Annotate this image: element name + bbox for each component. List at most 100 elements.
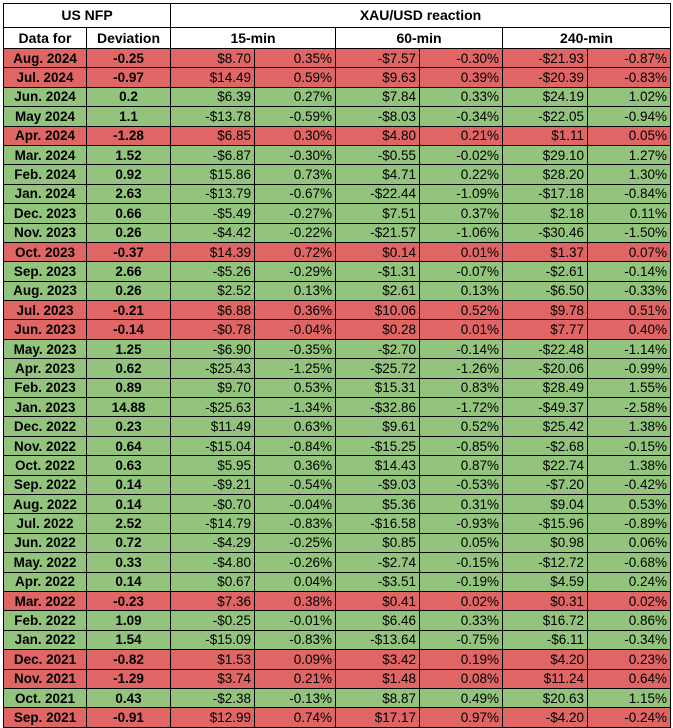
table-row: May. 2022 0.33 -$4.80 -0.26% -$2.74 -0.15% -$1… xyxy=(3,552,672,573)
min240-pct-cell: -0.83% xyxy=(586,67,672,88)
min60-pct-cell: 0.19% xyxy=(419,649,503,670)
min240-usd-cell: -$6.50 xyxy=(502,280,588,302)
min15-pct-cell: 0.27% xyxy=(254,86,336,108)
min240-pct-cell: 0.53% xyxy=(586,493,672,515)
deviation-cell: 0.14 xyxy=(86,571,171,592)
deviation-cell: 0.26 xyxy=(86,222,171,243)
date-cell: Jun. 2022 xyxy=(3,532,87,554)
min15-pct-cell: -0.83% xyxy=(254,513,336,534)
min60-usd-cell: -$25.72 xyxy=(335,358,420,379)
min240-usd-cell: $11.24 xyxy=(502,668,588,689)
min60-usd-cell: $2.61 xyxy=(335,280,420,302)
min60-pct-cell: 0.49% xyxy=(419,687,503,709)
table-row: Jul. 2024 -0.97 $14.49 0.59% $9.63 0.39% -$20.… xyxy=(3,67,672,88)
deviation-cell: 0.62 xyxy=(86,358,171,379)
min240-pct-cell: 0.05% xyxy=(586,125,672,146)
min240-usd-cell: $4.59 xyxy=(502,571,588,592)
xau-reaction-header: XAU/USD reaction xyxy=(169,3,672,28)
min240-pct-cell: -1.14% xyxy=(586,338,672,360)
min15-usd-cell: $5.95 xyxy=(170,455,255,476)
min60-usd-cell: -$1.31 xyxy=(335,261,420,282)
deviation-cell: -0.82 xyxy=(86,649,171,670)
table-row: Dec. 2021 -0.82 $1.53 0.09% $3.42 0.19% $4.20 0… xyxy=(3,649,672,670)
min240-pct-cell: -0.24% xyxy=(586,707,672,728)
min240-pct-cell: 0.40% xyxy=(586,319,672,340)
min60-pct-cell: -1.26% xyxy=(419,358,503,379)
min240-usd-cell: -$20.39 xyxy=(502,67,588,88)
min240-usd-cell: -$22.48 xyxy=(502,338,588,360)
min60-pct-cell: 0.37% xyxy=(419,203,503,224)
min240-pct-cell: -2.58% xyxy=(586,397,672,418)
min60-usd-cell: $5.36 xyxy=(335,493,420,515)
deviation-cell: 0.92 xyxy=(86,164,171,185)
table-row: Apr. 2024 -1.28 $6.85 0.30% $4.80 0.21% $1.11 0… xyxy=(3,125,672,146)
table-row: Aug. 2023 0.26 $2.52 0.13% $2.61 0.13% -$6.50-… xyxy=(3,280,672,302)
min15-pct-cell: -0.67% xyxy=(254,183,336,205)
table-row: Mar. 2024 1.52 -$6.87 -0.30% -$0.55 -0.02% $29… xyxy=(3,144,672,166)
min240-usd-cell: $1.37 xyxy=(502,241,588,263)
date-cell: Jan. 2022 xyxy=(3,629,87,651)
min240-usd-cell: $9.78 xyxy=(502,300,588,321)
min240-usd-cell: $0.98 xyxy=(502,532,588,554)
min15-pct-cell: 0.35% xyxy=(254,47,336,69)
header-row-columns: Data for Deviation 15-min 60-min 240-min xyxy=(3,27,672,49)
date-cell: Apr. 2024 xyxy=(3,125,87,146)
min60-pct-cell: 0.33% xyxy=(419,86,503,108)
min240-pct-cell: 0.11% xyxy=(586,203,672,224)
min60-usd-cell: $8.87 xyxy=(335,687,420,709)
date-cell: Apr. 2023 xyxy=(3,358,87,379)
min60-usd-cell: -$32.86 xyxy=(335,397,420,418)
min15-usd-cell: -$0.78 xyxy=(170,319,255,340)
min240-usd-cell: -$17.18 xyxy=(502,183,588,205)
min15-pct-cell: 0.38% xyxy=(254,590,336,612)
min240-pct-cell: 0.86% xyxy=(586,610,672,631)
table-row: Oct. 2023 -0.37 $14.39 0.72% $0.14 0.01% $1.37… xyxy=(3,241,672,263)
table-row: Feb. 2022 1.09 -$0.25 -0.01% $6.46 0.33% $16.7… xyxy=(3,610,672,631)
min60-usd-cell: -$2.74 xyxy=(335,552,420,573)
min60-pct-cell: -0.75% xyxy=(419,629,503,651)
min15-usd-cell: -$2.38 xyxy=(170,687,255,709)
min60-pct-cell: -0.30% xyxy=(419,47,503,69)
min15-pct-cell: -0.04% xyxy=(254,319,336,340)
min15-usd-cell: -$6.90 xyxy=(170,338,255,360)
date-cell: Apr. 2022 xyxy=(3,571,87,592)
min15-pct-cell: 0.21% xyxy=(254,668,336,689)
min15-pct-cell: 0.09% xyxy=(254,649,336,670)
deviation-cell: 0.14 xyxy=(86,493,171,515)
min60-pct-cell: 0.13% xyxy=(419,280,503,302)
min60-pct-cell: -1.09% xyxy=(419,183,503,205)
table-row: Sep. 2023 2.66 -$5.26 -0.29% -$1.31 -0.07% -$2… xyxy=(3,261,672,282)
min15-usd-cell: -$6.87 xyxy=(170,144,255,166)
date-cell: Dec. 2021 xyxy=(3,649,87,670)
deviation-cell: 1.25 xyxy=(86,338,171,360)
table-row: Nov. 2023 0.26 -$4.42 -0.22% -$21.57 -1.06% -$… xyxy=(3,222,672,243)
min240-usd-cell: $16.72 xyxy=(502,610,588,631)
min15-usd-cell: -$4.80 xyxy=(170,552,255,573)
min60-pct-cell: -1.72% xyxy=(419,397,503,418)
min60-usd-cell: -$16.58 xyxy=(335,513,420,534)
min15-usd-cell: $7.36 xyxy=(170,590,255,612)
min60-usd-cell: $1.48 xyxy=(335,668,420,689)
min60-usd-cell: -$7.57 xyxy=(335,47,420,69)
min60-usd-cell: $0.41 xyxy=(335,590,420,612)
table-body: Aug. 2024 -0.25 $8.70 0.35% -$7.57 -0.30% -$21… xyxy=(3,47,672,728)
min15-pct-cell: 0.04% xyxy=(254,571,336,592)
min240-header: 240-min xyxy=(501,27,672,49)
min240-usd-cell: $7.77 xyxy=(502,319,588,340)
min15-usd-cell: $8.70 xyxy=(170,47,255,69)
min240-pct-cell: 1.30% xyxy=(586,164,672,185)
min60-pct-cell: 0.21% xyxy=(419,125,503,146)
deviation-cell: -0.23 xyxy=(86,590,171,612)
date-cell: Jun. 2024 xyxy=(3,86,87,108)
min15-usd-cell: $6.39 xyxy=(170,86,255,108)
deviation-cell: -0.97 xyxy=(86,67,171,88)
min15-usd-cell: -$4.29 xyxy=(170,532,255,554)
min60-pct-cell: -0.34% xyxy=(419,106,503,127)
min15-usd-cell: $2.52 xyxy=(170,280,255,302)
min240-usd-cell: $1.11 xyxy=(502,125,588,146)
min15-usd-cell: $0.67 xyxy=(170,571,255,592)
min15-pct-cell: -0.29% xyxy=(254,261,336,282)
min60-pct-cell: 0.52% xyxy=(419,416,503,437)
date-cell: Feb. 2024 xyxy=(3,164,87,185)
date-cell: Oct. 2022 xyxy=(3,455,87,476)
